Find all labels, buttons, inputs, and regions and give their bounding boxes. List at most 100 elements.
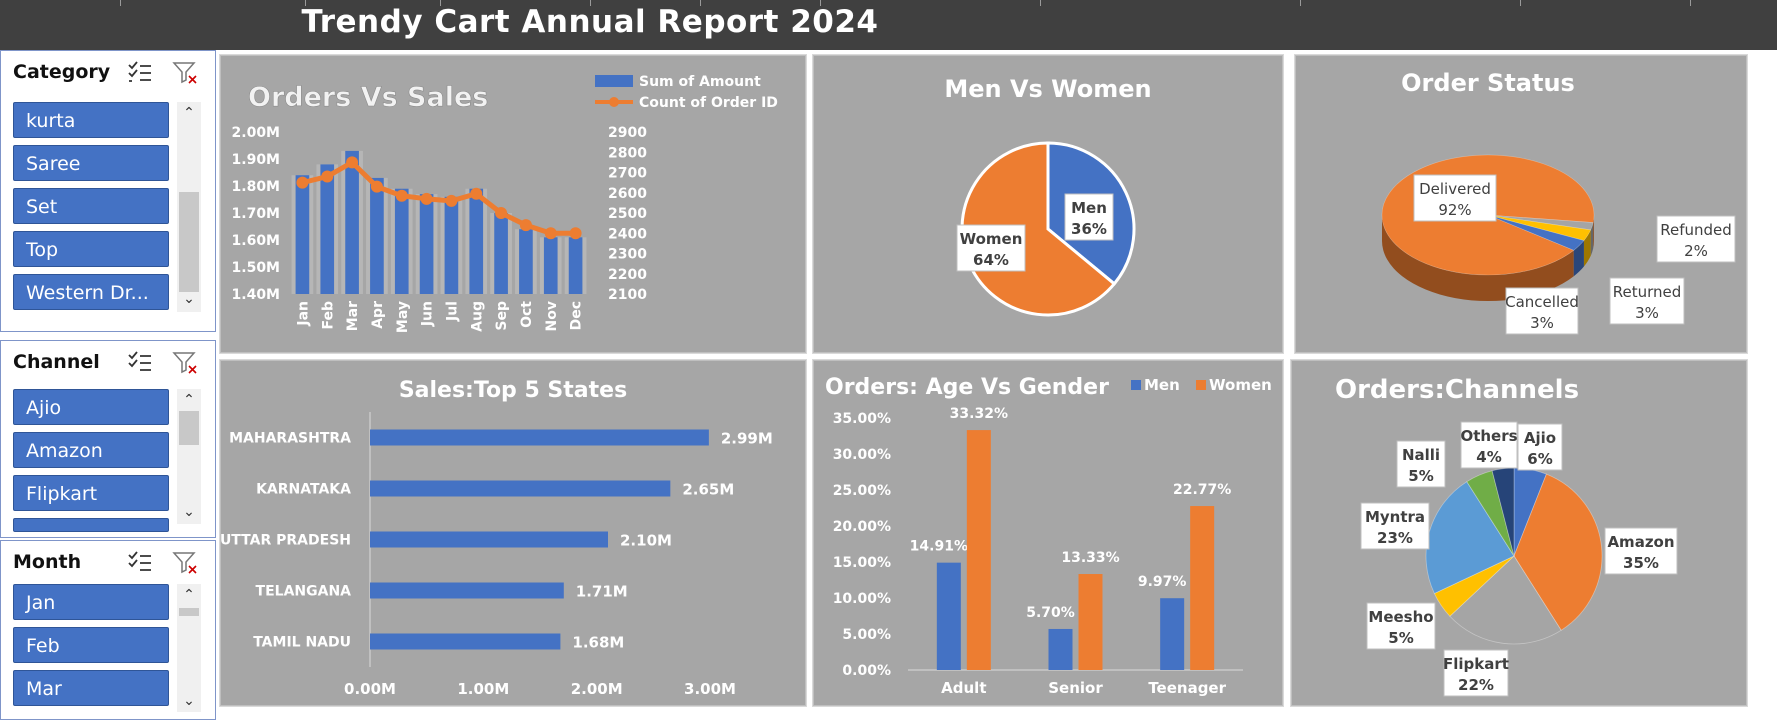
bar xyxy=(370,582,564,599)
data-label-box xyxy=(1064,193,1114,241)
multi-select-icon[interactable] xyxy=(128,61,152,83)
slicer-item-flipkart[interactable]: Flipkart xyxy=(13,475,169,511)
slicer-scrollbar[interactable]: ⌃ ⌄ xyxy=(177,102,201,312)
chevron-down-icon[interactable]: ⌄ xyxy=(183,693,195,709)
point-orders xyxy=(544,227,557,240)
pie-slice xyxy=(1487,214,1592,241)
multi-select-icon[interactable] xyxy=(128,551,152,573)
bar-amount xyxy=(320,164,335,294)
y-tick: 30.00% xyxy=(833,447,891,463)
bar-amount xyxy=(345,150,359,294)
legend-label-women: Women xyxy=(1209,376,1272,394)
slicer-item-partial[interactable] xyxy=(13,518,169,532)
panel-channels: Orders:Channels Ajio 6% Amazon 35% Flipkart 22… xyxy=(1290,359,1748,707)
scroll-thumb[interactable] xyxy=(179,411,199,445)
data-label-name: Ajio xyxy=(1524,429,1556,447)
chevron-down-icon[interactable]: ⌄ xyxy=(183,504,195,520)
data-label-value: 92% xyxy=(1438,201,1471,219)
point-orders xyxy=(346,156,359,169)
orders-vs-sales-chart: Orders Vs Sales Sum of Amount Count of Ord… xyxy=(232,74,778,333)
panel-age-gender: Orders: Age Vs Gender Men Women 35.00% 30.00… xyxy=(812,359,1284,707)
legend-swatch-amount xyxy=(595,75,633,87)
slicer-item-set[interactable]: Set xyxy=(13,188,169,224)
chevron-up-icon[interactable]: ⌃ xyxy=(183,587,195,603)
slicer-month: Month Jan Feb Mar ⌃ ⌄ xyxy=(0,540,216,720)
chevron-down-icon[interactable]: ⌄ xyxy=(183,291,195,307)
x-tick: Jul xyxy=(444,301,460,322)
point-orders xyxy=(445,194,458,207)
pie-slice xyxy=(1449,555,1562,645)
y-left-tick: 2.00M xyxy=(232,125,280,141)
y-tick: MAHARASHTRA xyxy=(229,431,351,447)
y-tick: 5.00% xyxy=(842,627,891,643)
clear-filter-icon[interactable] xyxy=(172,550,198,576)
pie-side xyxy=(1593,215,1594,249)
slicer-scrollbar[interactable]: ⌃ ⌄ xyxy=(177,584,201,712)
point-orders xyxy=(296,176,309,189)
chart-title: Order Status xyxy=(1401,69,1575,97)
grid-tick xyxy=(440,0,441,6)
bar-amount xyxy=(568,237,583,294)
x-tick: Oct xyxy=(519,301,535,328)
data-label-name: Women xyxy=(960,230,1023,248)
slicer-scrollbar[interactable]: ⌃ ⌄ xyxy=(177,389,201,524)
data-label-value: 4% xyxy=(1476,448,1501,466)
data-label-value: 3% xyxy=(1635,304,1659,322)
x-tick: Jan xyxy=(295,301,311,327)
slicer-item-ajio[interactable]: Ajio xyxy=(13,389,169,425)
panel-top-states: Sales:Top 5 States MAHARASHTRA 2.99M KARNAT… xyxy=(219,359,807,707)
data-label-box xyxy=(1366,602,1436,650)
y-right-tick: 2200 xyxy=(608,267,647,283)
scroll-thumb[interactable] xyxy=(179,608,199,616)
data-label-box xyxy=(1360,502,1430,550)
slicer-item-feb[interactable]: Feb xyxy=(13,627,169,663)
data-label: 2.99M xyxy=(721,430,773,448)
scroll-thumb[interactable] xyxy=(179,192,199,292)
grid-tick xyxy=(305,0,306,6)
legend-label-men: Men xyxy=(1144,376,1180,394)
chart-title: Men Vs Women xyxy=(944,75,1151,103)
y-right-tick: 2700 xyxy=(608,166,647,182)
slicer-item-top[interactable]: Top xyxy=(13,231,169,267)
pie-slice xyxy=(1466,470,1515,557)
slicer-item-kurta[interactable]: kurta xyxy=(13,102,169,138)
data-label-value: 35% xyxy=(1623,554,1659,572)
pie-slice xyxy=(1425,481,1515,595)
data-label-box xyxy=(1460,421,1518,469)
title-bar xyxy=(0,0,1777,50)
y-left-tick: 1.60M xyxy=(232,233,280,249)
pie-slice xyxy=(1433,555,1515,617)
multi-select-icon[interactable] xyxy=(128,351,152,373)
chevron-up-icon[interactable]: ⌃ xyxy=(183,105,195,121)
clear-filter-icon[interactable] xyxy=(172,60,198,86)
slicer-item-amazon[interactable]: Amazon xyxy=(13,432,169,468)
slicer-item-western[interactable]: Western Dr... xyxy=(13,274,169,310)
bar-amount xyxy=(519,229,533,294)
data-label: 9.97% xyxy=(1138,574,1187,590)
slicer-title: Category xyxy=(13,61,111,83)
panel-orders-vs-sales: Orders Vs Sales Sum of Amount Count of Ord… xyxy=(219,54,807,354)
order-status-chart: Order Status Delivered 92% Refunded 2% Return… xyxy=(1381,69,1736,335)
x-tick: May xyxy=(395,301,411,333)
x-tick: Aug xyxy=(469,301,485,332)
point-orders xyxy=(470,187,483,200)
slicer-channel: Channel Ajio Amazon Flipkart ⌃ ⌄ xyxy=(0,340,216,538)
slicer-item-mar[interactable]: Mar xyxy=(13,670,169,706)
clear-filter-icon[interactable] xyxy=(172,350,198,376)
point-orders xyxy=(420,192,433,205)
age-gender-chart: Orders: Age Vs Gender Men Women 35.00% 30.00… xyxy=(825,375,1272,697)
slicer-item-saree[interactable]: Saree xyxy=(13,145,169,181)
legend-label-orders: Count of Order ID xyxy=(639,95,778,111)
bar-amount xyxy=(394,188,409,294)
chevron-up-icon[interactable]: ⌃ xyxy=(183,392,195,408)
x-tick: 3.00M xyxy=(684,680,736,698)
data-label-box xyxy=(1505,287,1579,335)
point-orders xyxy=(321,170,334,183)
data-label: 2.10M xyxy=(620,532,672,550)
slicer-item-jan[interactable]: Jan xyxy=(13,584,169,620)
channels-chart: Orders:Channels Ajio 6% Amazon 35% Flipkart 22… xyxy=(1335,375,1678,697)
data-label: 5.70% xyxy=(1026,605,1075,621)
bar-amount xyxy=(469,188,484,294)
data-label-value: 64% xyxy=(973,251,1009,269)
data-label-box xyxy=(1604,527,1678,575)
